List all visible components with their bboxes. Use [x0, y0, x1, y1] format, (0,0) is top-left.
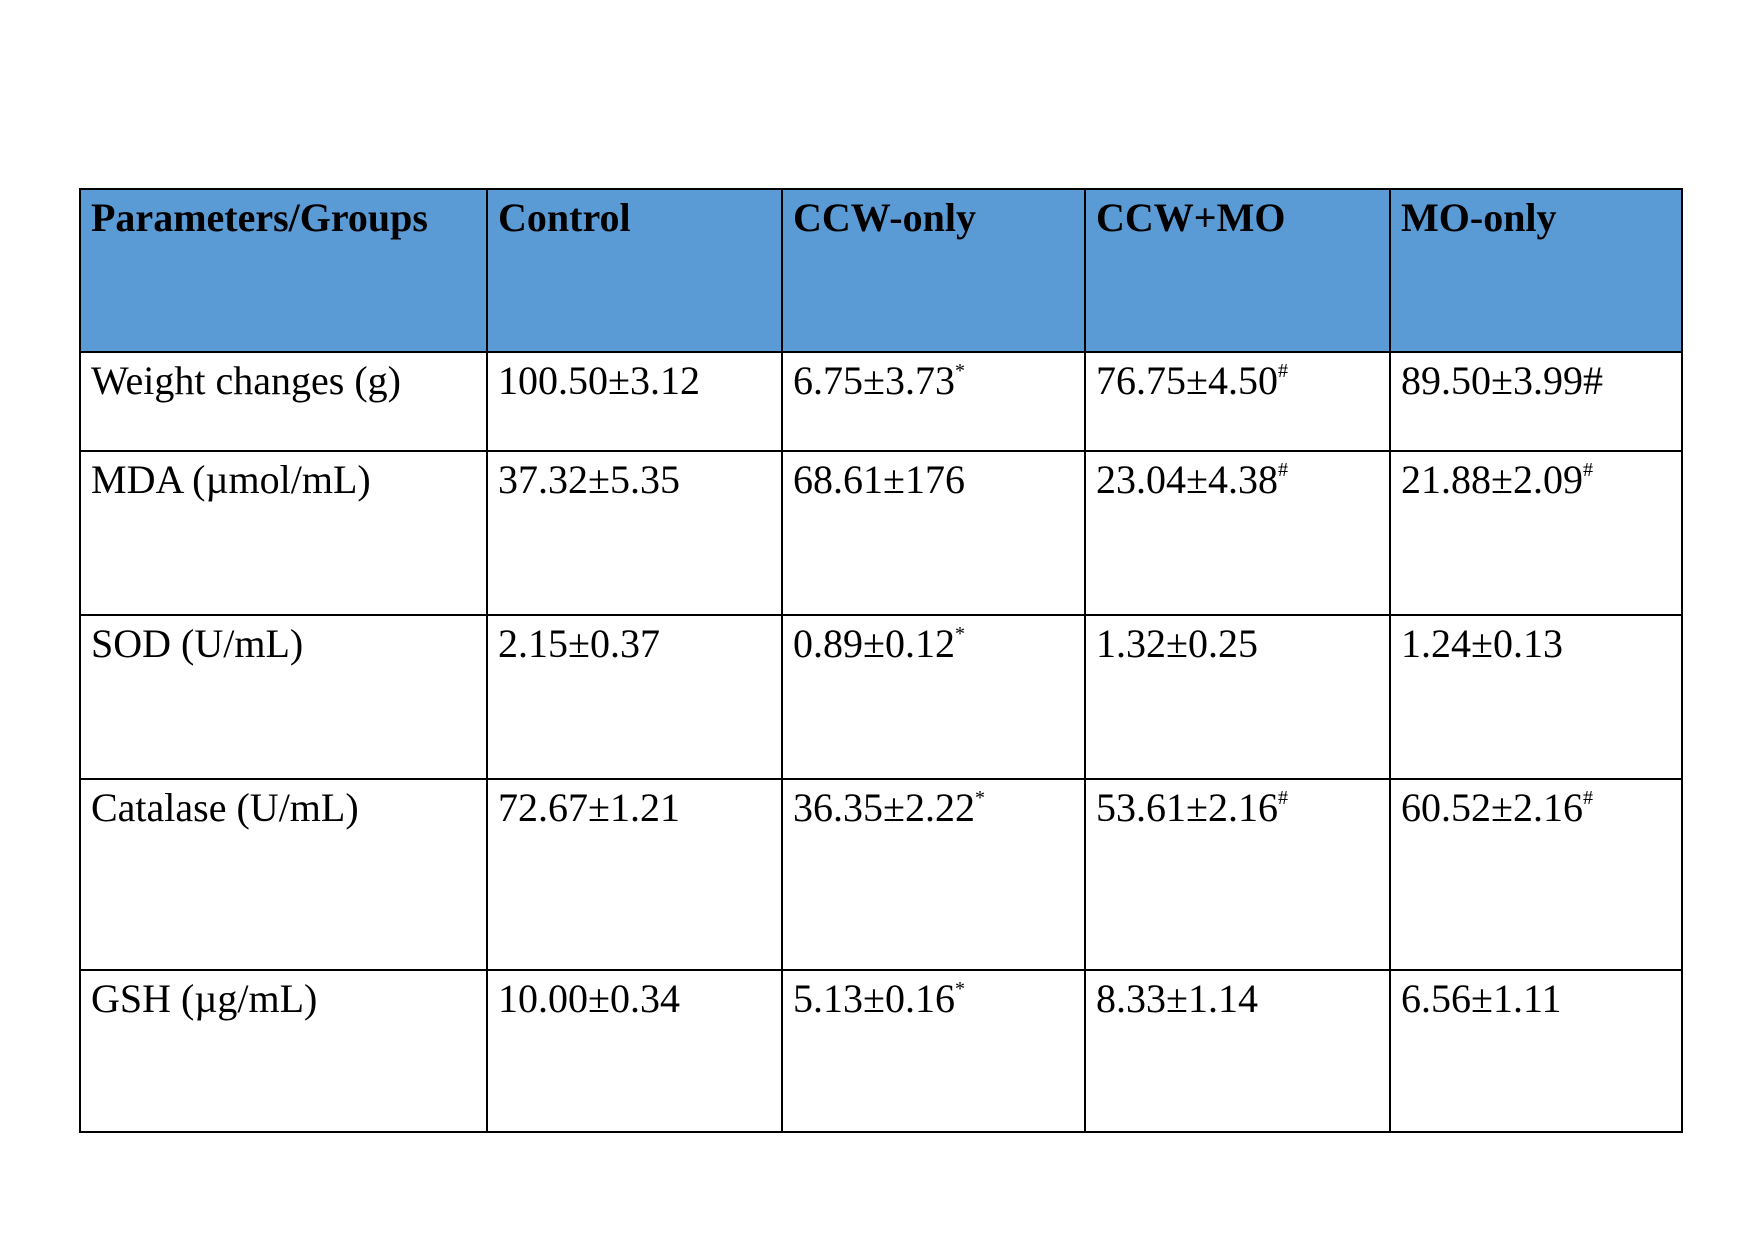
cell-value: 6.75±3.73 — [793, 358, 955, 403]
row-label: Catalase (U/mL) — [79, 778, 488, 971]
value-cell: 76.75±4.50# — [1084, 351, 1391, 452]
significance-mark: * — [954, 623, 965, 645]
significance-mark: # — [1582, 459, 1593, 481]
header-row: Parameters/Groups Control CCW-only CCW+MO MO… — [79, 188, 1683, 353]
header-cell: MO-only — [1389, 188, 1683, 353]
header-cell: CCW-only — [781, 188, 1086, 353]
value-cell: 0.89±0.12* — [781, 614, 1086, 780]
value-cell: 37.32±5.35 — [486, 450, 783, 616]
cell-value: 60.52±2.16 — [1401, 785, 1583, 830]
header-cell: Parameters/Groups — [79, 188, 488, 353]
significance-mark: * — [954, 360, 965, 382]
row-label: GSH (µg/mL) — [79, 969, 488, 1133]
cell-value: 5.13±0.16 — [793, 976, 955, 1021]
value-cell: 6.56±1.11 — [1389, 969, 1683, 1133]
value-cell: 60.52±2.16# — [1389, 778, 1683, 971]
value-cell: 2.15±0.37 — [486, 614, 783, 780]
cell-value: 36.35±2.22 — [793, 785, 975, 830]
value-cell: 23.04±4.38# — [1084, 450, 1391, 616]
row-label: SOD (U/mL) — [79, 614, 488, 780]
value-cell: 10.00±0.34 — [486, 969, 783, 1133]
table-row: MDA (µmol/mL) 37.32±5.35 68.61±176 23.04±4.… — [79, 450, 1683, 616]
table-row: Catalase (U/mL) 72.67±1.21 36.35±2.22* 53.6… — [79, 778, 1683, 971]
cell-value: 0.89±0.12 — [793, 621, 955, 666]
value-cell: 36.35±2.22* — [781, 778, 1086, 971]
table-row: SOD (U/mL) 2.15±0.37 0.89±0.12* 1.32±0.25 1.… — [79, 614, 1683, 780]
value-cell: 1.24±0.13 — [1389, 614, 1683, 780]
cell-value: 76.75±4.50 — [1096, 358, 1278, 403]
value-cell: 100.50±3.12 — [486, 351, 783, 452]
cell-value: 53.61±2.16 — [1096, 785, 1278, 830]
significance-mark: # — [1582, 787, 1593, 809]
table-row: GSH (µg/mL) 10.00±0.34 5.13±0.16* 8.33±1.14… — [79, 969, 1683, 1133]
significance-mark: * — [974, 787, 985, 809]
value-cell: 53.61±2.16# — [1084, 778, 1391, 971]
value-cell: 8.33±1.14 — [1084, 969, 1391, 1133]
row-label: Weight changes (g) — [79, 351, 488, 452]
value-cell: 21.88±2.09# — [1389, 450, 1683, 616]
value-cell: 68.61±176 — [781, 450, 1086, 616]
cell-value: 23.04±4.38 — [1096, 457, 1278, 502]
table-row: Weight changes (g) 100.50±3.12 6.75±3.73* 7… — [79, 351, 1683, 452]
header-cell: CCW+MO — [1084, 188, 1391, 353]
significance-mark: * — [954, 978, 965, 1000]
header-cell: Control — [486, 188, 783, 353]
significance-mark: # — [1277, 787, 1288, 809]
cell-value: 21.88±2.09 — [1401, 457, 1583, 502]
value-cell: 89.50±3.99# — [1389, 351, 1683, 452]
row-label: MDA (µmol/mL) — [79, 450, 488, 616]
significance-mark: # — [1277, 459, 1288, 481]
value-cell: 5.13±0.16* — [781, 969, 1086, 1133]
value-cell: 6.75±3.73* — [781, 351, 1086, 452]
data-table: Parameters/Groups Control CCW-only CCW+MO MO… — [79, 188, 1683, 1133]
value-cell: 1.32±0.25 — [1084, 614, 1391, 780]
value-cell: 72.67±1.21 — [486, 778, 783, 971]
significance-mark: # — [1277, 360, 1288, 382]
